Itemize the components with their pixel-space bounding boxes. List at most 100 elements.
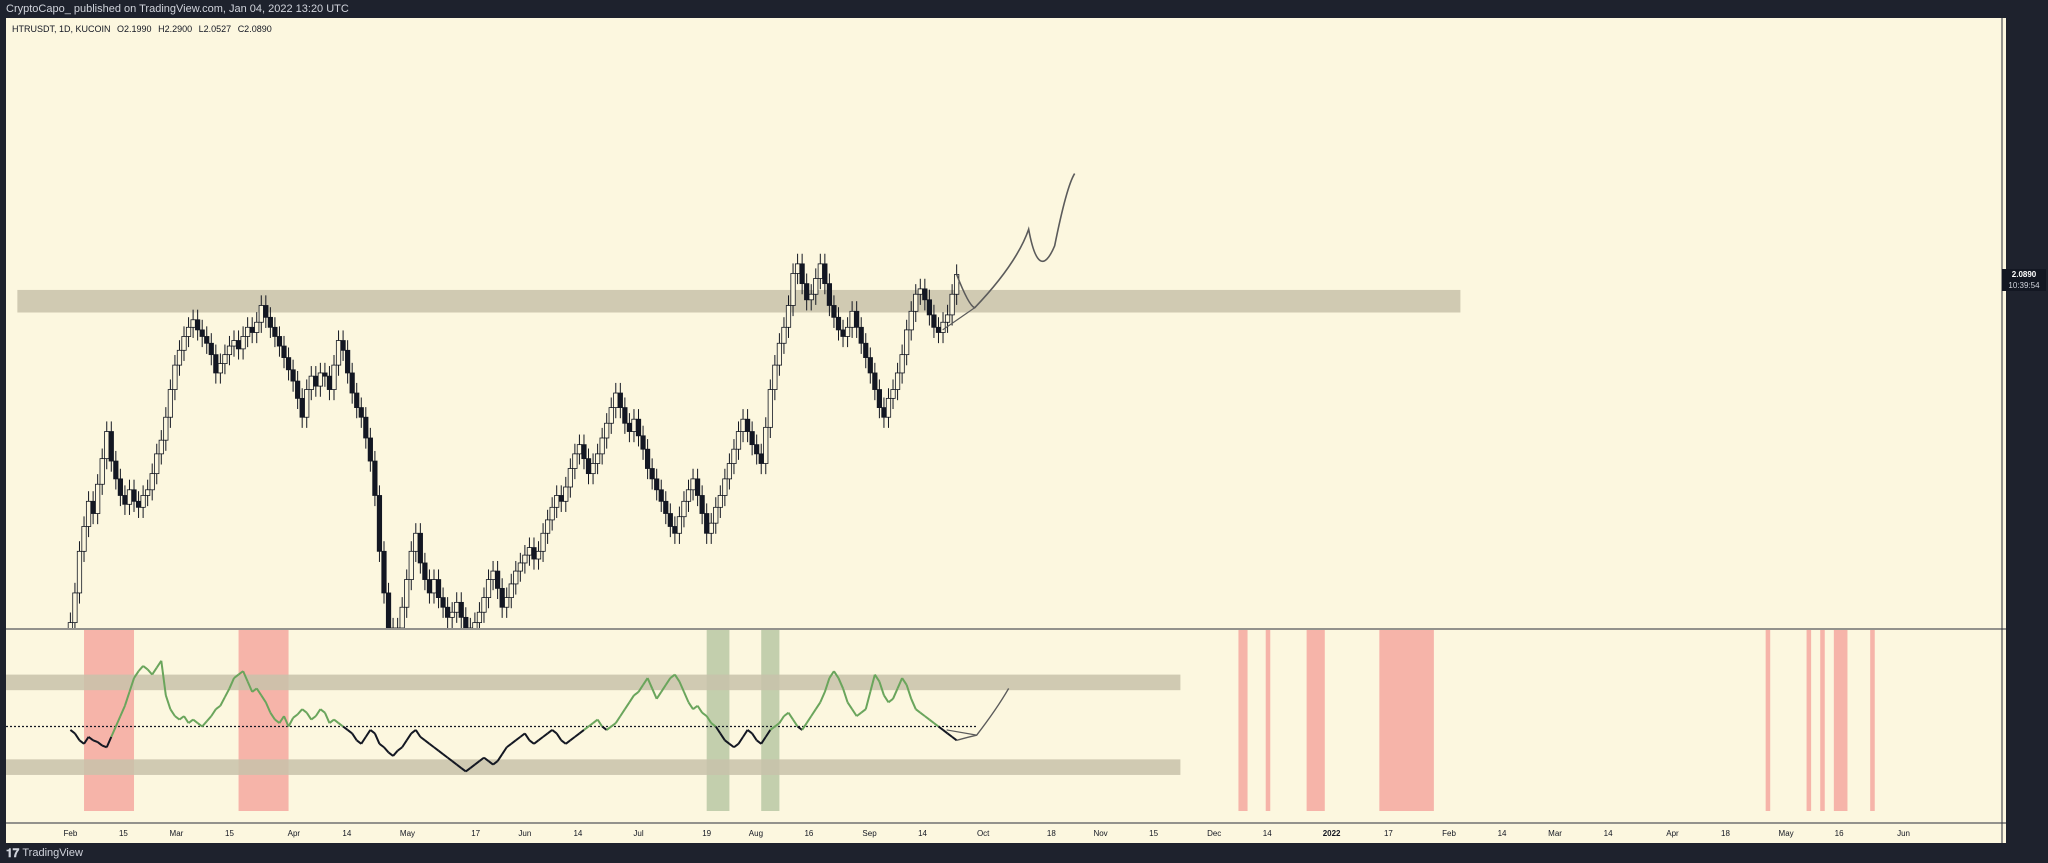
candle-up (885, 397, 892, 418)
rsi-segment-down (474, 760, 481, 766)
rsi-segment-up (787, 712, 794, 721)
rsi-segment-up (819, 691, 826, 703)
rsi-segment-down (460, 767, 467, 773)
candle-up (67, 622, 73, 628)
candle-down (435, 579, 442, 598)
rsi-segment-down (601, 725, 608, 731)
tradingview-logo[interactable]: 𝟏𝟕 TradingView (6, 843, 83, 863)
rsi-segment-up (642, 677, 649, 686)
rsi-segment-down (496, 753, 503, 762)
rsi-segment-up (242, 670, 249, 682)
rsi-segment-up (860, 708, 867, 714)
rsi-segment-down (360, 736, 367, 745)
rsi-segment-up (151, 667, 158, 676)
rsi-segment-up (810, 708, 817, 717)
candle-up (145, 489, 151, 496)
candle-down (263, 305, 269, 318)
candle-up (258, 305, 264, 323)
candle-down (108, 431, 114, 462)
candle-up (72, 592, 78, 624)
rsi-segment-up (683, 691, 690, 703)
rsi-segment-down (724, 739, 731, 745)
rsi-segment-down (414, 729, 422, 738)
candle-up (304, 389, 310, 418)
rsi-segment-up (264, 701, 272, 714)
candle-down (213, 354, 219, 374)
candle-up (126, 489, 133, 505)
time-tick-label: 19 (702, 829, 711, 838)
rsi-segment-down (437, 749, 444, 755)
candle-down (704, 513, 710, 534)
time-tick-label: 16 (804, 829, 813, 838)
rsi-segment-down (528, 739, 535, 745)
rsi-segment-up (705, 715, 713, 724)
candle-up (254, 321, 260, 333)
candle-up (540, 532, 546, 552)
rsi-segment-down (551, 729, 558, 735)
rsi-segment-down (542, 732, 549, 738)
legend-high: H2.2900 (158, 24, 193, 34)
candle-up (85, 500, 92, 527)
overbought-highlight (1379, 630, 1434, 811)
candle-up (776, 342, 783, 366)
candle-up (485, 579, 492, 598)
rsi-segment-down (746, 729, 753, 735)
candle-down (267, 316, 273, 328)
candle-down (667, 513, 673, 527)
rsi-segment-down (69, 729, 76, 735)
rsi-segment-up (846, 701, 853, 710)
candle-down (113, 460, 119, 480)
candle-down (299, 397, 305, 418)
candle-up (140, 495, 146, 508)
candle-up (599, 437, 605, 455)
candle-down (663, 500, 669, 514)
candle-up (431, 579, 437, 594)
time-tick-label: May (1779, 829, 1794, 838)
rsi-segment-down (555, 732, 563, 741)
candle-up (590, 463, 596, 475)
trendline (942, 307, 975, 331)
rsi-segment-down (728, 743, 735, 749)
candle-up (95, 483, 101, 514)
candle-down (754, 444, 760, 455)
rsi-segment-up (837, 677, 844, 689)
candle-up (549, 506, 555, 521)
rsi-segment-down (424, 739, 431, 745)
rsi-segment-down (433, 746, 440, 752)
rsi-segment-up (210, 708, 217, 717)
chart-svg[interactable]: 6.50005.90005.30004.60004.10003.70003.30… (6, 18, 2006, 843)
rsi-segment-down (951, 736, 958, 742)
rsi-segment-up (710, 722, 717, 728)
candle-down (799, 263, 805, 285)
time-tick-label: Oct (977, 829, 990, 838)
rsi-segment-up (687, 701, 694, 710)
rsi-segment-down (942, 729, 949, 735)
rsi-segment-up (805, 715, 813, 724)
rsi-segment-up (678, 681, 685, 693)
candle-up (572, 453, 578, 469)
candle-down (235, 340, 242, 350)
candle-up (681, 500, 687, 518)
candle-up (740, 418, 746, 432)
candle-down (744, 418, 751, 432)
rsi-segment-up (660, 684, 667, 693)
candle-down (326, 375, 333, 390)
rsi-segment-down (560, 739, 567, 745)
time-axis-background (6, 823, 2002, 843)
candle-down (90, 500, 96, 514)
candle-up (944, 314, 951, 323)
rsi-segment-down (392, 750, 399, 757)
overbought-highlight (1306, 630, 1325, 811)
candle-down (649, 468, 655, 480)
candle-down (585, 458, 592, 475)
candle-down (654, 478, 660, 491)
rsi-segment-up (587, 722, 594, 728)
candle-down (922, 288, 928, 301)
rsi-segment-up (915, 708, 921, 714)
candle-down (204, 336, 210, 344)
rsi-segment-up (901, 677, 908, 686)
candle-up (167, 389, 173, 418)
chart-area[interactable]: 6.50005.90005.30004.60004.10003.70003.30… (6, 18, 2006, 843)
candle-up (735, 431, 742, 450)
candle-down (345, 349, 351, 374)
